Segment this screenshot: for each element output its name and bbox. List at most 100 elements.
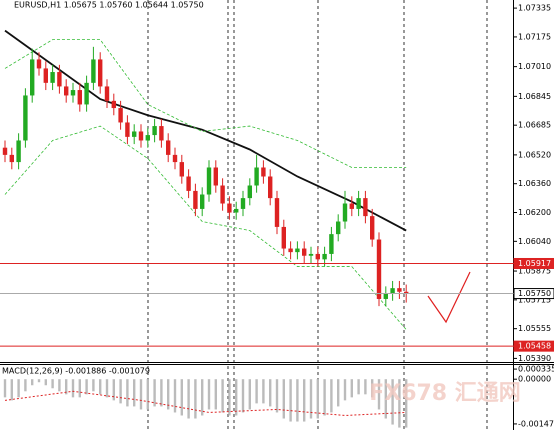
macd-bar: [92, 379, 95, 392]
candle-body: [43, 68, 48, 83]
candle-body: [77, 90, 82, 105]
macd-bar: [377, 379, 381, 410]
candle-body: [179, 162, 184, 177]
macd-bar: [241, 379, 245, 413]
candle-body: [404, 291, 409, 294]
candle-body: [329, 234, 334, 254]
macd-bar: [99, 379, 102, 395]
macd-bar: [350, 379, 353, 398]
macd-bar: [201, 379, 204, 416]
y-tick-label: 1.06685: [518, 121, 551, 130]
candle-body: [206, 167, 212, 195]
candle-body: [36, 59, 42, 69]
macd-bar: [167, 379, 170, 410]
candle-body: [370, 216, 375, 240]
candle-body: [145, 135, 150, 141]
macd-bar: [384, 379, 387, 419]
macd-bar: [3, 379, 7, 398]
macd-bar: [214, 379, 217, 410]
macd-bar: [337, 379, 340, 407]
price-label-box: [513, 257, 554, 269]
candle-body: [349, 203, 354, 209]
candle-body: [166, 140, 171, 155]
y-tick-label: 1.07010: [518, 62, 551, 71]
macd-bar: [275, 379, 279, 413]
candle-body: [64, 86, 69, 96]
candle-body: [84, 82, 89, 105]
macd-bar: [139, 379, 143, 410]
macd-bar: [255, 379, 258, 404]
y-tick-label: 1.06520: [518, 150, 551, 159]
macd-title: MACD(12,26,9) -0.001886 -0.001079: [2, 367, 150, 376]
macd-bar: [194, 379, 197, 419]
price-label-box: [513, 288, 554, 300]
candle-body: [295, 248, 300, 253]
macd-bar: [126, 379, 129, 407]
chart-title: EURUSD,H1 1.05675 1.05760 1.05644 1.0575…: [14, 1, 204, 10]
macd-bar: [398, 379, 401, 428]
macd-bar: [37, 379, 41, 383]
y-tick-label: 0.000335: [518, 365, 554, 374]
y-tick-label: -0.001479: [518, 419, 554, 428]
candle-body: [200, 194, 205, 209]
candle-body: [138, 131, 144, 141]
macd-bar: [371, 379, 374, 398]
y-tick-label: 1.06200: [518, 208, 551, 217]
candle-body: [336, 221, 341, 235]
candle-body: [30, 59, 35, 96]
macd-bar: [323, 379, 326, 416]
macd-bar: [105, 379, 109, 398]
candle-body: [193, 190, 198, 209]
candle-body: [57, 72, 62, 87]
candle-body: [220, 185, 225, 204]
candle-body: [261, 167, 266, 177]
macd-bar: [343, 379, 347, 401]
macd-bar: [17, 379, 20, 398]
candle-body: [125, 122, 130, 137]
overlay-line: [4, 125, 407, 330]
macd-bar: [303, 379, 306, 422]
overlay-line: [4, 29, 407, 232]
candle-body: [342, 203, 348, 222]
macd-bar: [364, 379, 367, 395]
candle-body: [390, 288, 395, 294]
macd-bar: [65, 379, 68, 395]
candle-body: [152, 126, 157, 136]
y-tick-label: 1.05715: [518, 295, 551, 304]
y-tick-label: 1.07335: [518, 4, 551, 13]
y-tick-label: 0.00000: [518, 375, 551, 384]
macd-bar: [309, 379, 313, 419]
candle-body: [302, 248, 307, 256]
macd-bar: [228, 379, 231, 416]
macd-bar: [153, 379, 156, 407]
candle-body: [50, 72, 55, 83]
macd-bar: [316, 379, 319, 419]
candle-body: [213, 167, 218, 186]
y-tick-label: 1.07175: [518, 32, 551, 41]
macd-bar: [44, 379, 47, 386]
macd-bar: [85, 379, 88, 395]
overlay-line: [4, 39, 407, 168]
price-label: 1.05917: [518, 259, 551, 268]
macd-bar: [207, 379, 211, 410]
macd-bar: [78, 379, 81, 398]
price-label-box: [513, 340, 554, 352]
y-tick-label: 1.06040: [518, 237, 551, 246]
candle-body: [16, 140, 21, 163]
candle-body: [268, 176, 273, 199]
macd-bar: [133, 379, 136, 407]
macd-bar: [119, 379, 122, 404]
candle-body: [356, 198, 361, 209]
macd-bar: [10, 379, 13, 401]
macd-bar: [31, 379, 34, 386]
macd-bar: [112, 379, 115, 401]
candle-body: [2, 147, 8, 155]
candle-body: [254, 167, 259, 186]
candle-body: [234, 208, 239, 213]
candle-body: [383, 293, 388, 299]
candle-body: [322, 253, 327, 260]
y-tick-label: 1.05555: [518, 324, 551, 333]
candle-body: [376, 239, 382, 299]
candle-body: [288, 248, 293, 253]
